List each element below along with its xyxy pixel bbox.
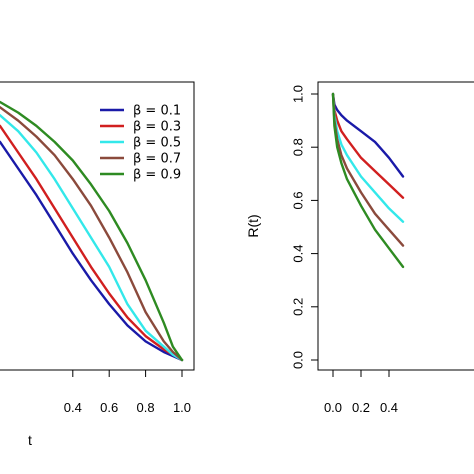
left-plot-frame: [0, 81, 195, 371]
right-y-axis-title: R(t): [245, 214, 261, 237]
right-series-group: [331, 92, 405, 269]
left-x-tick-label: 0.4: [64, 400, 82, 415]
left-series-line-0-1: [0, 140, 184, 362]
left-x-tick-label: 1.0: [173, 400, 191, 415]
right-plot-frame: [317, 81, 474, 371]
legend-label-0-3: β = 0.3: [133, 120, 181, 135]
right-y-tick-label: 0.4: [291, 245, 306, 263]
right-x-tick-label: 0.2: [352, 400, 370, 415]
right-series-line-0-1: [331, 92, 405, 178]
left-x-axis: 0.4 0.6 0.8 1.0: [64, 370, 191, 415]
right-x-axis: 0.0 0.2 0.4: [324, 370, 398, 415]
right-x-tick-label: 0.4: [380, 400, 398, 415]
right-panel: 0.0 0.2 0.4 0.0 0.2 0.4 0.6 0.8 1.0 R(t): [245, 81, 474, 415]
right-y-tick-label: 1.0: [291, 85, 306, 103]
left-series-line-0-7: [0, 106, 184, 362]
legend-label-0-1: β = 0.1: [133, 104, 181, 119]
legend-label-0-7: β = 0.7: [133, 152, 181, 167]
legend: β = 0.1β = 0.3β = 0.5β = 0.7β = 0.9: [100, 104, 181, 183]
left-x-axis-title: t: [28, 432, 32, 448]
left-series-line-0-5: [0, 114, 184, 362]
legend-label-0-5: β = 0.5: [133, 136, 181, 151]
right-series-line-0-3: [331, 92, 405, 199]
left-series-line-0-3: [0, 124, 184, 362]
right-x-tick-label: 0.0: [324, 400, 342, 415]
left-series-group: [0, 100, 184, 362]
legend-label-0-9: β = 0.9: [133, 168, 181, 183]
right-y-tick-label: 0.8: [291, 138, 306, 156]
right-y-tick-label: 0.2: [291, 298, 306, 316]
left-series-line-0-9: [0, 100, 184, 362]
right-y-tick-label: 0.0: [291, 351, 306, 369]
right-series-line-0-9: [331, 92, 405, 269]
right-y-axis: 0.0 0.2 0.4 0.6 0.8 1.0: [291, 85, 318, 369]
left-x-tick-label: 0.6: [100, 400, 118, 415]
right-y-tick-label: 0.6: [291, 191, 306, 209]
left-x-tick-label: 0.8: [137, 400, 155, 415]
left-panel: 0.4 0.6 0.8 1.0 t β = 0.1β = 0.3β = 0.5β = …: [0, 81, 195, 448]
